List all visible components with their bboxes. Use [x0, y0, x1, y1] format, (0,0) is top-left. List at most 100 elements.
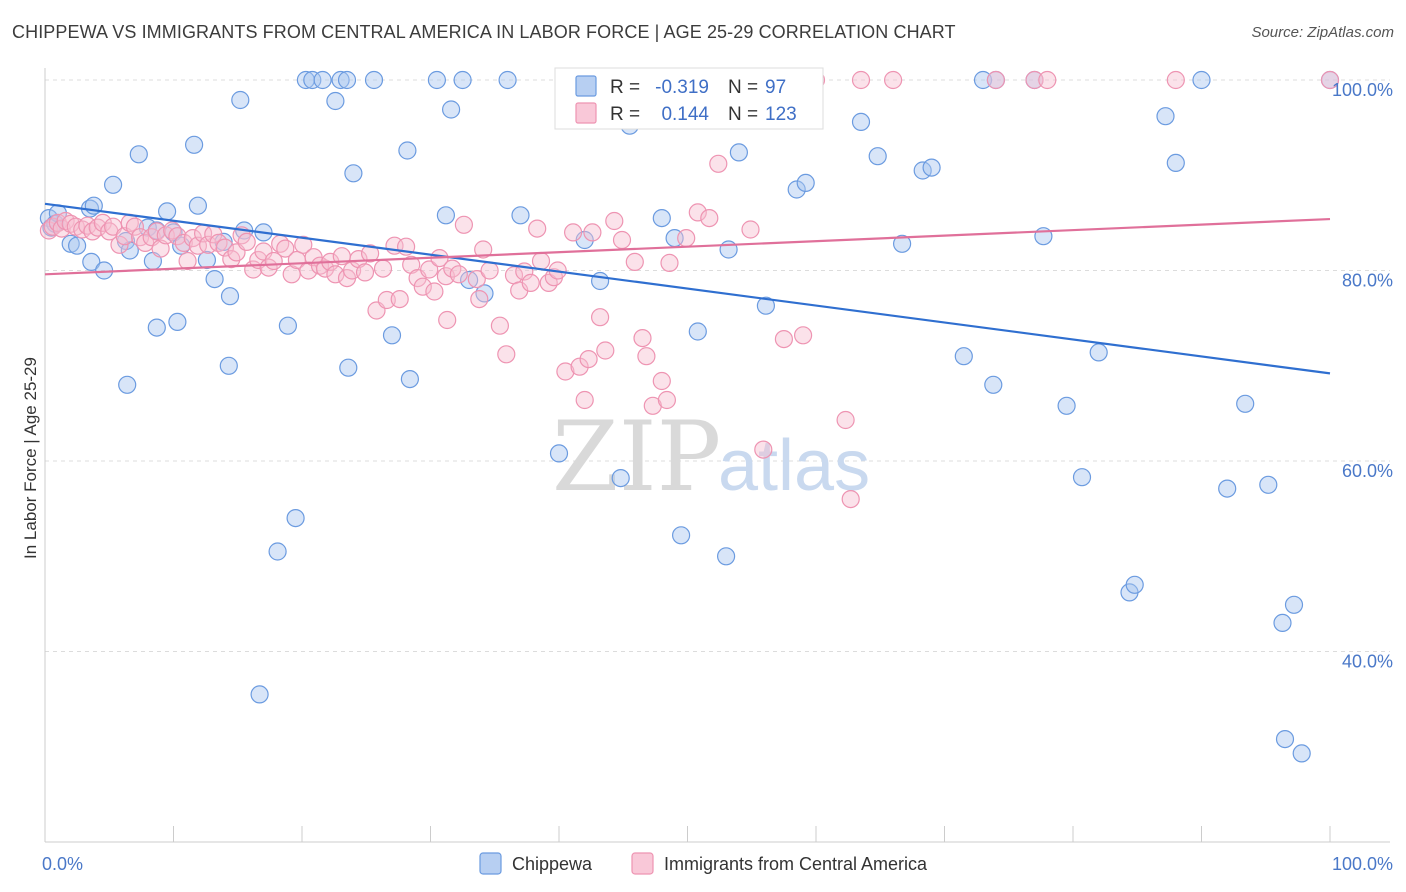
stats-r-label: R =: [610, 77, 640, 98]
data-point: [449, 265, 468, 284]
data-point: [1025, 70, 1044, 90]
axes: [44, 68, 1390, 843]
legend-swatch: [631, 852, 654, 875]
data-point: [868, 147, 887, 166]
data-point: [1292, 744, 1311, 763]
data-point: [575, 390, 594, 410]
data-point: [563, 223, 583, 242]
data-point: [625, 252, 644, 271]
y-tick-label: 40.0%: [1342, 652, 1393, 672]
data-point: [700, 209, 719, 228]
y-tick-label: 80.0%: [1342, 271, 1393, 291]
data-point: [796, 173, 815, 192]
data-point: [460, 270, 479, 290]
trend-line-immigrants-central-america: [44, 217, 1331, 276]
data-point: [467, 270, 486, 289]
data-point: [1125, 575, 1144, 594]
data-point: [1057, 396, 1076, 415]
data-point: [377, 290, 396, 310]
data-point: [633, 329, 652, 348]
data-point: [268, 542, 287, 561]
data-point: [1089, 343, 1108, 362]
data-point: [313, 70, 332, 90]
data-point: [188, 196, 207, 215]
data-point: [390, 290, 409, 309]
data-point: [660, 253, 679, 272]
data-point: [1156, 107, 1175, 126]
data-point: [657, 390, 677, 410]
data-point: [787, 180, 806, 199]
y-tick-label: 100.0%: [1332, 80, 1393, 100]
data-point: [118, 375, 137, 394]
data-point: [719, 240, 738, 259]
data-point: [413, 277, 432, 296]
data-point: [454, 215, 473, 234]
data-point: [521, 273, 540, 292]
data-point: [756, 296, 776, 315]
data-point: [590, 308, 610, 327]
data-point: [1218, 479, 1237, 498]
data-point: [590, 271, 610, 291]
data-point: [490, 316, 509, 335]
data-point: [237, 232, 256, 251]
data-point: [103, 175, 123, 194]
legend-label: Immigrants from Central America: [664, 854, 928, 874]
stats-r-value: -0.319: [655, 77, 709, 98]
data-point: [611, 469, 630, 488]
data-point: [425, 282, 444, 301]
data-point: [612, 230, 632, 250]
data-point: [549, 444, 569, 463]
data-point: [596, 341, 615, 360]
data-point: [82, 252, 101, 271]
data-point: [120, 241, 139, 260]
data-point: [774, 330, 794, 349]
watermark: ZIP atlas: [552, 401, 870, 513]
data-point: [174, 233, 193, 252]
data-point: [420, 260, 439, 279]
trend-lines: [44, 202, 1331, 375]
data-point: [841, 490, 860, 509]
data-point: [276, 239, 295, 258]
data-point: [168, 227, 187, 246]
data-point: [1072, 468, 1092, 487]
data-point: [339, 358, 358, 377]
data-point: [331, 70, 350, 90]
data-point: [61, 234, 80, 253]
data-point: [147, 318, 166, 337]
data-point: [883, 70, 903, 90]
data-point: [197, 250, 216, 270]
data-point: [605, 211, 624, 231]
data-point: [498, 70, 517, 90]
data-point: [382, 326, 402, 345]
data-point: [1259, 475, 1278, 494]
data-point: [986, 70, 1006, 90]
data-point: [163, 221, 182, 240]
data-points: [39, 70, 1340, 763]
trend-line-chippewa: [44, 202, 1331, 375]
data-point: [729, 143, 749, 162]
data-point: [793, 326, 813, 345]
data-point: [67, 236, 87, 255]
data-point: [511, 206, 530, 225]
stats-swatch: [575, 102, 597, 124]
data-point: [278, 316, 297, 335]
data-point: [671, 526, 691, 545]
data-point: [1236, 394, 1255, 413]
data-point: [250, 685, 269, 704]
data-point: [475, 284, 494, 303]
data-point: [688, 203, 707, 222]
stats-n-value: 97: [765, 77, 786, 98]
data-point: [652, 371, 671, 391]
data-point: [1166, 153, 1185, 172]
data-point: [709, 154, 728, 173]
x-tick-label: 100.0%: [1332, 854, 1393, 874]
stats-n-value: 123: [765, 104, 797, 125]
data-point: [219, 356, 238, 375]
tick-labels: 40.0% 60.0% 80.0% 100.0% 0.0% 100.0%: [42, 80, 1393, 874]
data-point: [677, 229, 696, 248]
data-point: [129, 145, 148, 164]
data-point: [973, 70, 993, 90]
data-point: [303, 70, 322, 90]
data-point: [373, 259, 393, 278]
y-tick-label: 60.0%: [1342, 461, 1393, 481]
